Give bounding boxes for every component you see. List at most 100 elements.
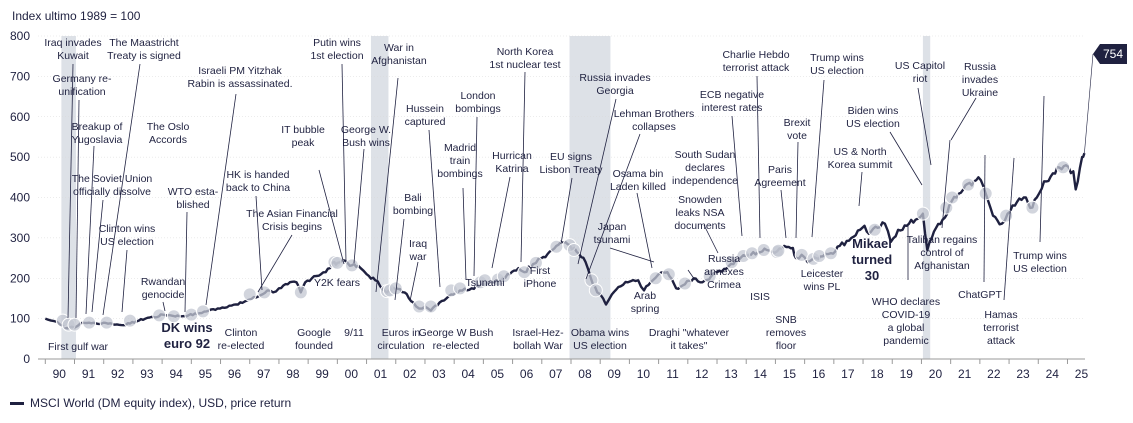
event-marker (122, 313, 137, 328)
annotation-label-line: Agreement (754, 177, 805, 189)
annotation-label-line: Katrina (495, 163, 528, 175)
annotation-label: Breakup of Yugoslavia (72, 121, 123, 146)
event-marker (496, 269, 511, 284)
annotation-label-line: circulation (377, 340, 424, 352)
y-tick-label: 800 (10, 29, 30, 43)
annotation-label-line: collapses (632, 121, 676, 133)
annotation-label: Taliban regains control of Afghanistan (907, 234, 978, 272)
x-tick-label: 90 (53, 367, 67, 381)
annotation-label: Trump wins US election (1013, 250, 1067, 275)
event-marker (677, 276, 692, 291)
annotation-label: DK wins euro 92 (161, 320, 212, 351)
annotation-label: ISIS (750, 291, 770, 303)
event-marker (1025, 200, 1040, 215)
annotation-label-line: documents (674, 220, 725, 232)
event-marker (961, 177, 976, 192)
leader-line (341, 63, 347, 263)
annotation-label: Russia invades Georgia (579, 72, 650, 97)
x-tick-label: 98 (286, 367, 300, 381)
leader-line (375, 77, 399, 293)
annotation-label-line: turned (852, 252, 893, 267)
shaded-period-2 (569, 36, 611, 359)
annotation-label-line: Brexit (784, 117, 811, 129)
leader-line (75, 99, 80, 319)
annotation-label-line: bombing (393, 205, 433, 217)
leader-line (184, 211, 188, 313)
leader-line (577, 98, 617, 265)
annotation-label-line: Madrid (444, 142, 476, 154)
annotation-label-line: US Capitol (895, 60, 945, 72)
annotation-label: London bombings (455, 90, 501, 115)
annotation-label-line: Kuwait (57, 50, 89, 62)
annotation-label-line: WHO declares (872, 296, 940, 308)
event-marker (528, 255, 543, 270)
annotation-label: Lehman Brothers collapses (614, 108, 695, 133)
annotation-label-line: Russia (964, 61, 996, 73)
x-tick-label: 16 (812, 367, 826, 381)
x-tick-label: 21 (958, 367, 972, 381)
leader-line (520, 71, 526, 263)
x-tick-label: 01 (374, 367, 388, 381)
annotation-label-line: Treaty is signed (107, 50, 181, 62)
annotation-label-line: Russia (708, 253, 740, 265)
annotation-label-line: Japan (598, 221, 627, 233)
annotation-label-line: iPhone (524, 278, 557, 290)
annotation-label-line: EU signs (550, 151, 592, 163)
leader-line (1003, 157, 1015, 301)
end-value-label: 754 (1103, 47, 1123, 61)
annotation-label-line: pandemic (883, 335, 929, 347)
annotation-label-line: bollah War (513, 340, 563, 352)
annotation-label-line: captured (405, 116, 446, 128)
annotation-label-line: Obama wins (571, 327, 629, 339)
x-tick-label: 20 (929, 367, 943, 381)
annotation-label: Mikael turned 30 (852, 236, 893, 283)
y-tick-label: 400 (10, 191, 30, 205)
annotation-label: First gulf war (48, 341, 109, 353)
leader-line (560, 177, 573, 245)
shaded-period-1 (370, 36, 389, 359)
event-marker (756, 242, 771, 257)
annotation-label-line: The Maastricht (109, 37, 179, 49)
annotation-label-line: invades (962, 74, 998, 86)
annotation-label-line: Breakup of (72, 121, 123, 133)
x-tick-label: 08 (578, 367, 592, 381)
annotation-label: Hurrican Katrina (492, 150, 532, 175)
x-tick-label: 25 (1075, 367, 1089, 381)
annotation-label: The Maastricht Treaty is signed (107, 37, 181, 62)
annotation-label-line: wins PL (803, 281, 841, 293)
annotation-label-line: The Soviet Union (72, 173, 153, 185)
legend: MSCI World (DM equity index), USD, price… (10, 396, 291, 410)
annotation-label: Paris Agreement (754, 164, 805, 189)
leader-line (858, 171, 863, 207)
annotation-label-line: Euros in (382, 327, 421, 339)
x-tick-label: 97 (257, 367, 271, 381)
annotation-label-line: Paris (768, 164, 792, 176)
leader-line (811, 79, 825, 238)
annotation-label-line: Accords (149, 134, 187, 146)
annotation-label-line: attack (987, 335, 1016, 347)
annotation-label: Russia annexes Crimea (704, 253, 744, 291)
leader-line (353, 148, 365, 264)
y-tick-label: 100 (10, 312, 30, 326)
annotation-label-line: Crimea (707, 279, 741, 291)
chart-subtitle: Index ultimo 1989 = 100 (12, 9, 141, 23)
annotation-label: Biden wins US election (846, 105, 900, 130)
annotation-label-line: Yugoslavia (72, 134, 123, 146)
x-tick-label: 02 (403, 367, 417, 381)
leader-line (585, 133, 641, 280)
annotation-label: Israel-Hez-bollah War (512, 327, 564, 352)
event-marker (344, 258, 359, 273)
annotation-label: Clinton re-elected (218, 327, 265, 352)
leader-line (950, 97, 977, 141)
event-marker (330, 255, 345, 270)
x-tick-label: 14 (754, 367, 768, 381)
annotation-label: The Asian Financial Crisis begins (246, 208, 338, 233)
annotation-label: Tsunami (465, 277, 504, 289)
annotation-label-line: COVID-19 (882, 309, 931, 321)
annotation-label: Osama bin Laden killed (610, 168, 666, 193)
annotation-label-line: unification (58, 86, 105, 98)
event-marker (517, 265, 532, 280)
annotation-label-line: Russia invades (579, 72, 650, 84)
event-marker (978, 186, 993, 201)
annotation-label-line: US election (846, 118, 900, 130)
